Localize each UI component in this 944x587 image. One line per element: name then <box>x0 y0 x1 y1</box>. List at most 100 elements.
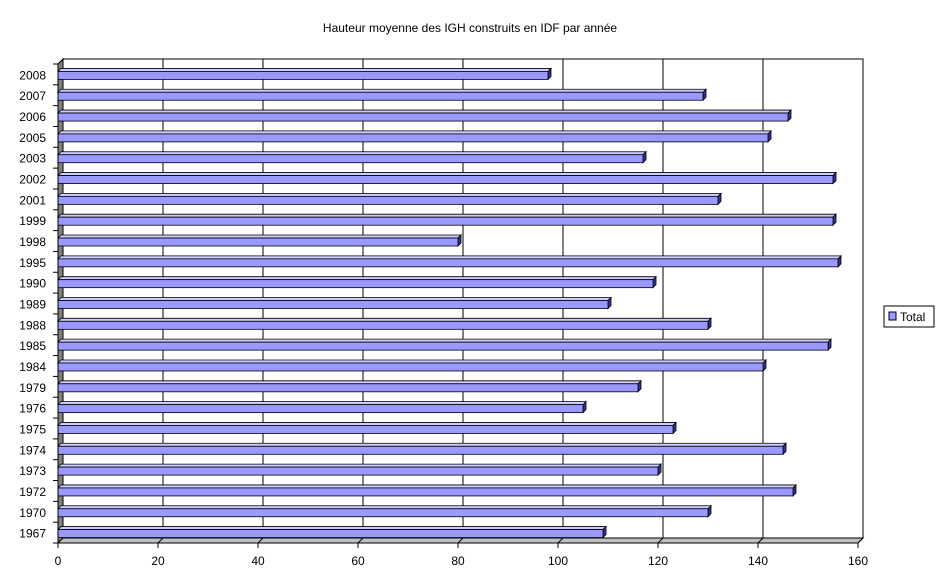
bar-front-face <box>57 279 654 289</box>
bar-top-face <box>57 526 607 530</box>
x-tick-label: 0 <box>55 554 62 568</box>
y-tick-label: 2006 <box>19 110 46 124</box>
bar-top-face <box>57 255 842 260</box>
y-tick-label: 1985 <box>19 339 46 353</box>
bar-top-face <box>57 130 772 135</box>
bar-1967 <box>57 525 607 539</box>
grid-line-floor <box>357 537 364 544</box>
bar-front-face <box>57 112 789 122</box>
x-tick-label: 140 <box>748 554 768 568</box>
y-tick-label: 1979 <box>19 381 46 395</box>
bar-front-face <box>57 237 459 247</box>
y-tick-label: 2003 <box>19 152 46 166</box>
bar-top-face <box>57 68 552 72</box>
bar-front-face <box>57 425 674 434</box>
bar-front-face <box>57 529 604 538</box>
bar-2008 <box>57 67 552 81</box>
y-tick-label: 1998 <box>19 235 46 249</box>
bar-top-face <box>57 317 712 322</box>
bar-top-face <box>57 359 767 364</box>
bar-front-face <box>57 404 584 414</box>
grid-line-floor <box>557 537 564 544</box>
bar-top-face <box>57 234 462 239</box>
x-tick-label: 80 <box>451 554 465 568</box>
bar-1984 <box>57 359 767 372</box>
x-tick-label: 60 <box>351 554 365 568</box>
x-tick-label: 20 <box>151 554 165 568</box>
bar-front-face <box>57 508 709 518</box>
x-tick-label: 160 <box>848 554 868 568</box>
grid-line-floor <box>257 537 264 544</box>
grid-line-floor <box>157 537 164 544</box>
bar-front-face <box>57 154 644 164</box>
y-tick-label: 1984 <box>19 360 46 374</box>
bar-front-face <box>57 320 709 330</box>
bar-2006 <box>57 109 792 123</box>
bar-top-face <box>57 109 792 114</box>
bar-top-face <box>57 192 722 197</box>
y-tick-label: 1974 <box>19 443 46 457</box>
bar-front-face <box>57 133 769 143</box>
bar-2002 <box>57 171 837 185</box>
grid-line-floor <box>457 537 464 544</box>
bar-1976 <box>57 400 587 414</box>
bar-1985 <box>57 338 832 352</box>
bar-2005 <box>57 129 772 143</box>
bar-1973 <box>57 463 662 477</box>
y-tick-label: 2001 <box>19 193 46 207</box>
bar-top-face <box>57 380 642 385</box>
bar-top-face <box>57 297 612 301</box>
bar-top-face <box>57 505 712 510</box>
x-axis-tick-labels: 0 20 40 60 80 100 120 140 160 <box>55 542 868 568</box>
bar-top-face <box>57 463 662 468</box>
y-tick-label: 1976 <box>19 402 46 416</box>
y-tick-label: 2005 <box>19 131 46 145</box>
chart-title: Hauteur moyenne des IGH construits en ID… <box>323 21 617 35</box>
bar-top-face <box>57 213 837 218</box>
y-tick-label: 1970 <box>19 506 46 520</box>
bar-front-face <box>57 487 794 497</box>
bar-front-face <box>57 383 639 393</box>
y-tick-label: 1967 <box>19 527 46 541</box>
y-axis-tick-labels: 2008 2007 2006 2005 2003 2002 2001 1999 1998 1995… <box>19 63 59 544</box>
bar-1989 <box>57 296 612 310</box>
bar-1998 <box>57 234 462 247</box>
y-tick-label: 1973 <box>19 464 46 478</box>
y-tick-label: 1999 <box>19 214 46 228</box>
bar-front-face <box>57 362 764 372</box>
grid-line-floor <box>857 537 864 544</box>
bar-top-face <box>57 276 657 281</box>
bar-2007 <box>57 88 707 102</box>
legend-label: Total <box>900 310 925 324</box>
bar-top-face <box>57 484 797 489</box>
y-tick-label: 2002 <box>19 173 46 187</box>
bar-front-face <box>57 466 659 476</box>
x-tick-label: 120 <box>648 554 668 568</box>
grid-line-floor <box>657 537 664 544</box>
bars <box>57 67 842 539</box>
bar-2001 <box>57 192 722 206</box>
x-tick-label: 100 <box>548 554 568 568</box>
bar-1990 <box>57 275 657 289</box>
legend-box <box>883 305 935 328</box>
bar-1970 <box>57 504 712 518</box>
bar-top-face <box>57 401 587 406</box>
bar-front-face <box>57 300 609 309</box>
x-tick-label: 40 <box>251 554 265 568</box>
bar-top-face <box>57 442 787 447</box>
bar-front-face <box>57 216 834 226</box>
y-tick-label: 1990 <box>19 277 46 291</box>
bar-front-face <box>57 445 784 455</box>
bar-top-face <box>57 88 707 93</box>
bar-1975 <box>57 421 677 435</box>
bar-top-face <box>57 338 832 343</box>
bar-front-face <box>57 91 704 101</box>
bar-front-face <box>57 341 829 351</box>
y-tick-label: 1995 <box>19 256 46 270</box>
bar-front-face <box>57 195 719 205</box>
bar-top-face <box>57 151 647 156</box>
bar-1979 <box>57 379 642 393</box>
legend: Total <box>883 305 935 328</box>
